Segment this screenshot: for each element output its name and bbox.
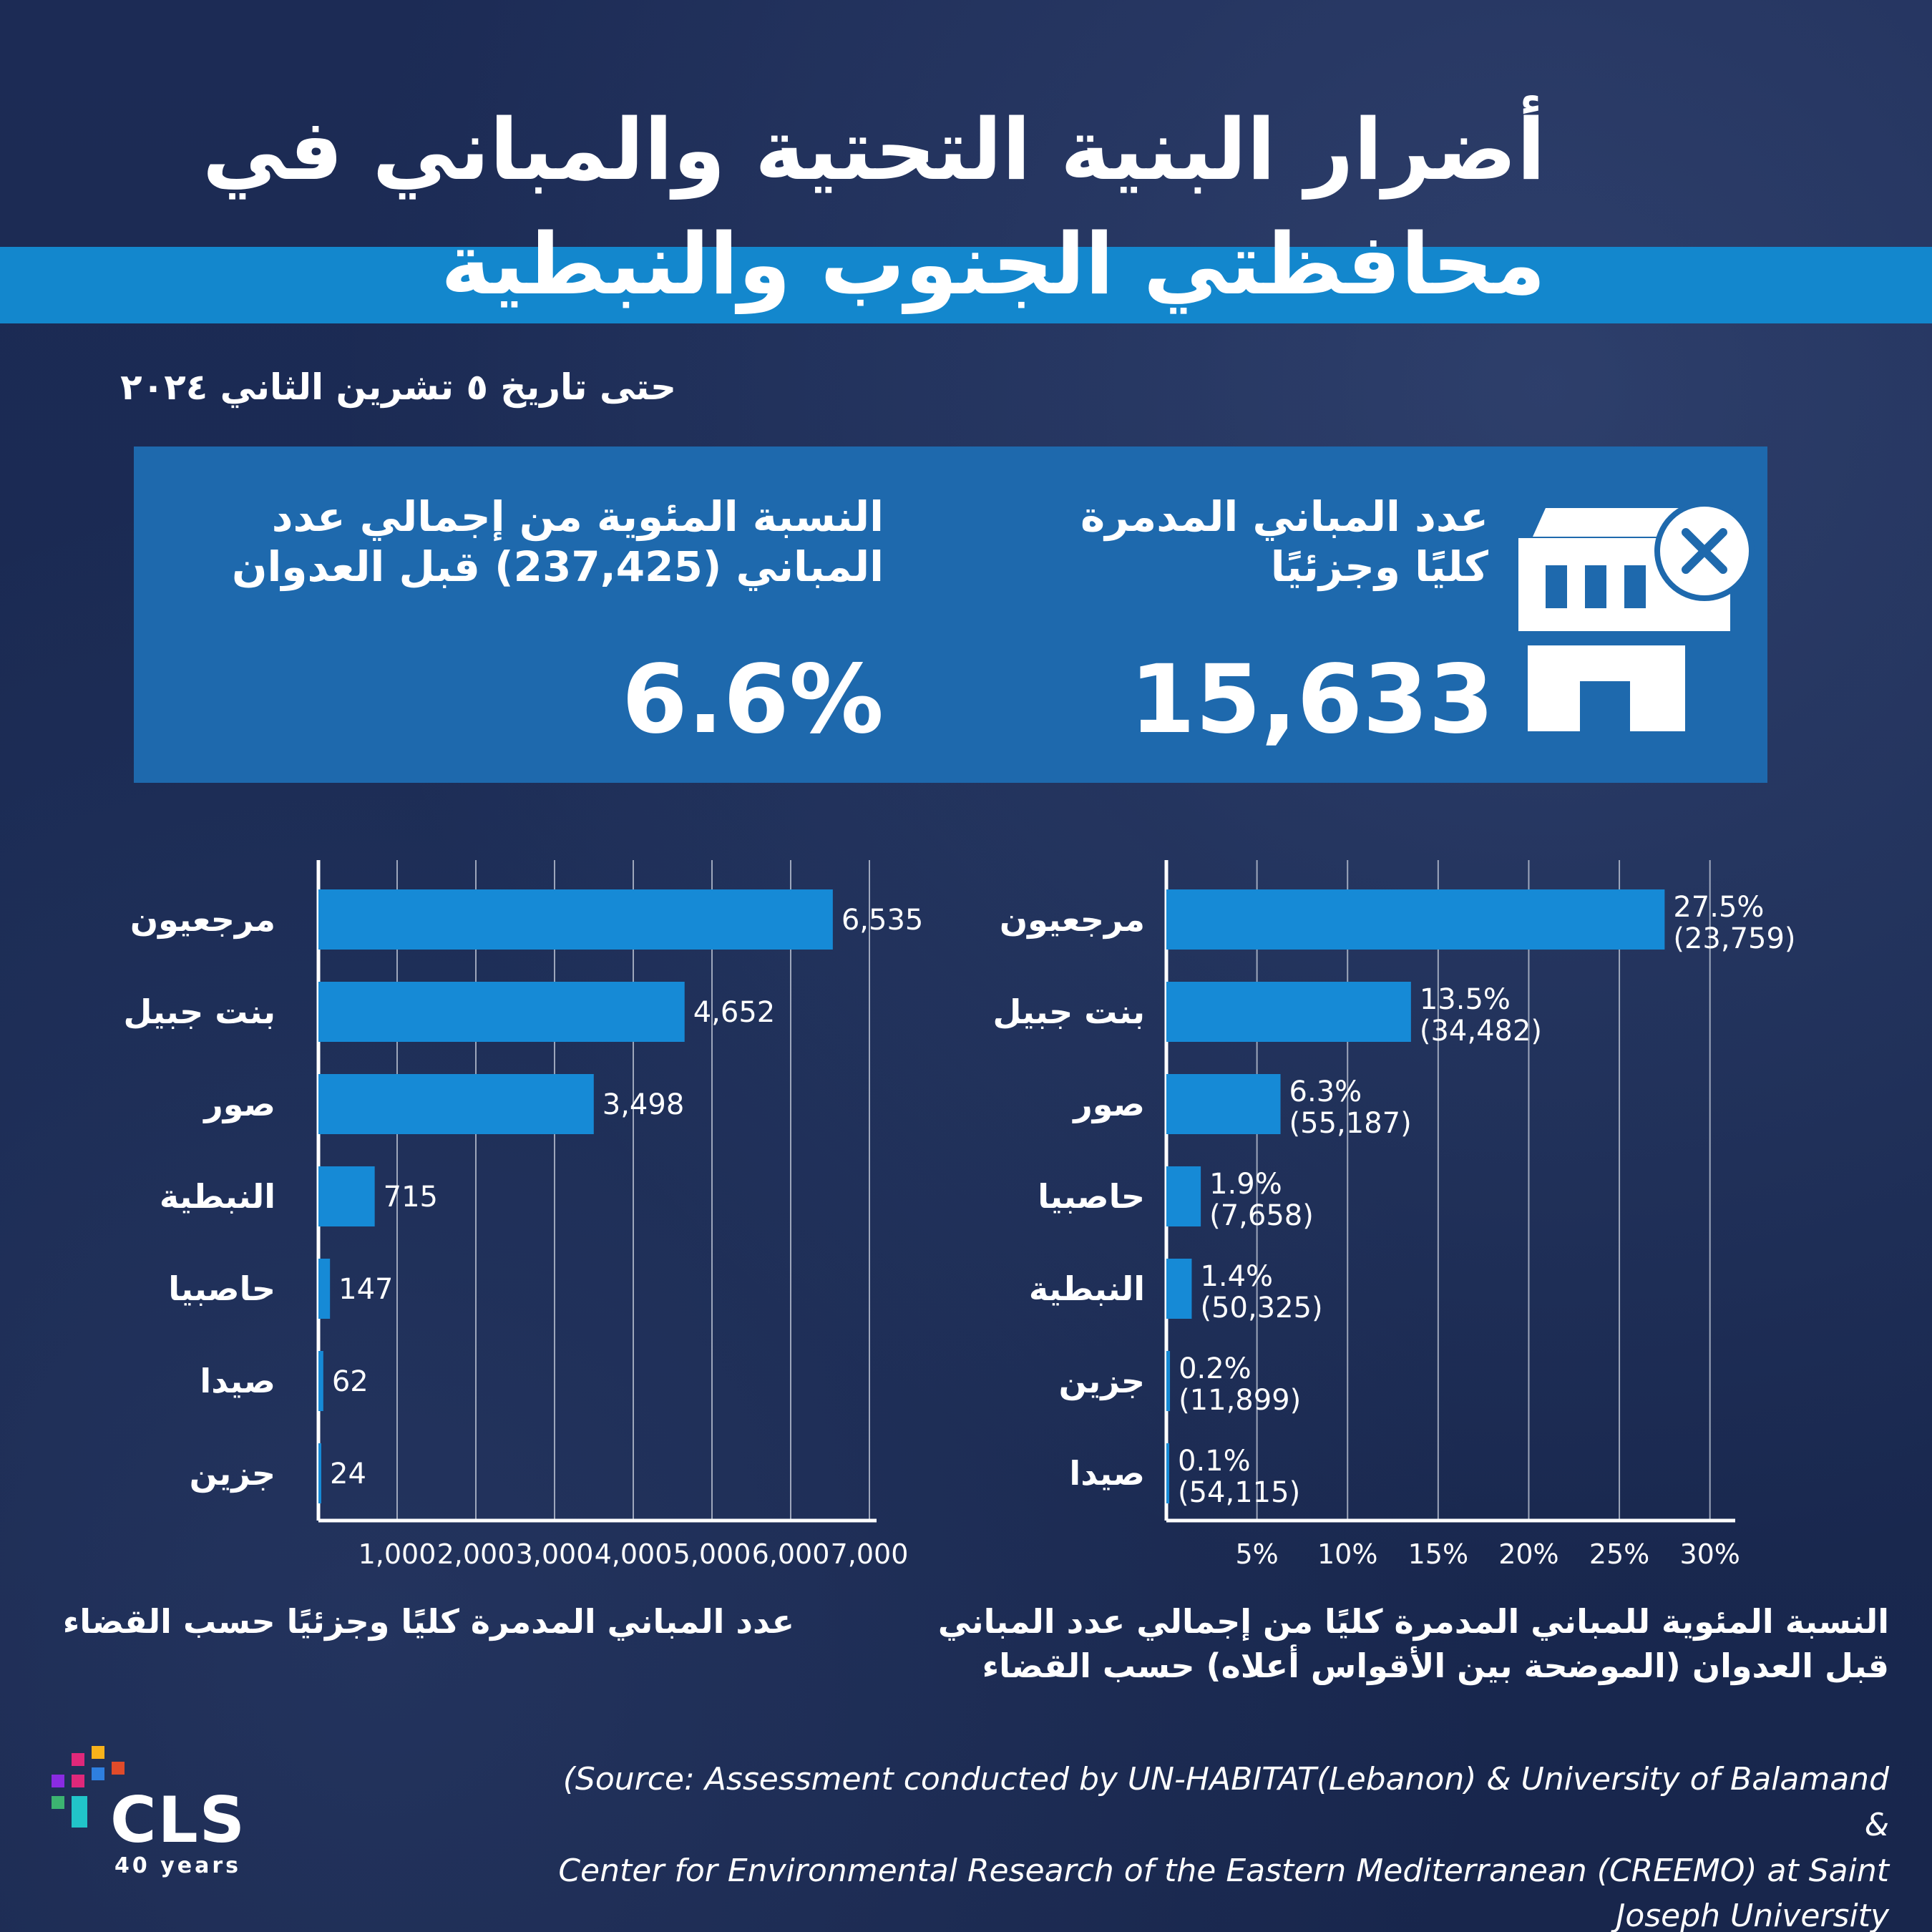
data-label: 3,498: [602, 1088, 685, 1121]
x-tick-label: 7,000: [831, 1538, 909, 1570]
source-line1: (Source: Assessment conducted by UN-HABI…: [562, 1761, 1889, 1843]
category-label: صور: [203, 1085, 275, 1123]
page-title-line2: محافظتي الجنوب والنبطية: [441, 215, 1546, 313]
category-label: حاصبيا: [168, 1269, 275, 1308]
source-line2: Center for Environmental Research of the…: [558, 1852, 1889, 1889]
bar: [318, 1443, 321, 1503]
chart-destroyed-counts: 1,000 2,000 3,000 4,000 5,000 6,000 7,000 مرجعي…: [123, 860, 924, 1570]
bar: [318, 889, 833, 950]
data-label: 6,535: [841, 904, 924, 937]
data-label: 62: [332, 1365, 369, 1398]
bar: [1166, 889, 1665, 950]
total-label: (50,325): [1200, 1292, 1322, 1324]
x-tick-label: 1,000: [358, 1538, 436, 1570]
data-label: 6.3%: [1289, 1075, 1362, 1108]
title-highlight-band: [0, 247, 1932, 323]
cls-logo-mark: [52, 1746, 125, 1828]
kpi-destroyed-label-line2: كليًا وجزئيًا: [1270, 542, 1488, 591]
kpi-percentage-label-line1: النسبة المئوية من إجمالي عدد: [271, 492, 884, 541]
page-title-line1: أضرار البنية التحتية والمباني في: [202, 100, 1546, 199]
data-label: 13.5%: [1420, 983, 1511, 1016]
bar: [1166, 1351, 1171, 1411]
total-label: (54,115): [1178, 1476, 1300, 1509]
kpi-destroyed-value: 15,633: [1129, 645, 1494, 755]
category-label: بنت جبيل: [992, 992, 1145, 1031]
data-label: 0.2%: [1179, 1352, 1252, 1385]
cls-logo-subtitle: 40 years: [114, 1853, 241, 1878]
bar: [318, 1166, 375, 1226]
x-tick-label: 10%: [1317, 1538, 1377, 1570]
total-label: (23,759): [1673, 922, 1795, 955]
source-line3: Joseph University: [1616, 1898, 1889, 1932]
building-destroyed-icon: [1518, 501, 1755, 731]
x-tick-label: 5,000: [673, 1538, 751, 1570]
cls-logo: CLS 40 years: [50, 1746, 286, 1882]
category-label: النبطية: [160, 1177, 275, 1216]
x-tick-label: 4,000: [595, 1538, 673, 1570]
source-note: (Source: Assessment conducted by UN-HABI…: [544, 1757, 1889, 1932]
data-label: 0.1%: [1178, 1445, 1251, 1478]
x-tick-label: 25%: [1589, 1538, 1649, 1570]
total-label: (55,187): [1289, 1107, 1412, 1140]
bar: [318, 1259, 331, 1319]
kpi-percentage-label-line2: المباني (237,425) قبل العدوان: [232, 542, 884, 591]
total-label: (11,899): [1179, 1384, 1301, 1417]
category-label: صور: [1072, 1085, 1145, 1123]
bar: [1166, 1259, 1192, 1319]
x-tick-label: 5%: [1235, 1538, 1278, 1570]
chart-destroyed-percentage: 5% 10% 15% 20% 25% 30% مرجعيون 27.5%(23,759) بنت…: [992, 860, 1796, 1570]
kpi-percentage-value: 6.6%: [621, 645, 884, 755]
chart-percent-caption-line1: النسبة المئوية للمباني المدمرة كليًا من …: [937, 1602, 1889, 1641]
total-label: (34,482): [1420, 1015, 1542, 1048]
data-label: 1.4%: [1200, 1260, 1273, 1293]
bar: [318, 982, 685, 1042]
x-tick-label: 15%: [1408, 1538, 1468, 1570]
x-tick-label: 30%: [1679, 1538, 1740, 1570]
chart-percent-caption-line2: قبل العدوان (الموضحة بين الأقواس أعلاه) …: [982, 1646, 1889, 1686]
data-label: 24: [330, 1458, 366, 1491]
x-tick-label: 6,000: [752, 1538, 830, 1570]
chart-percent-caption: النسبة المئوية للمباني المدمرة كليًا من …: [938, 1599, 1889, 1688]
data-label: 715: [384, 1181, 438, 1214]
total-label: (7,658): [1209, 1199, 1314, 1232]
bar: [1166, 1443, 1169, 1503]
kpi-panel: [134, 447, 1767, 783]
data-label: 27.5%: [1673, 891, 1764, 924]
category-label: صيدا: [1069, 1454, 1145, 1493]
date-subtitle: حتى تاريخ ٥ تشرين الثاني ٢٠٢٤: [120, 366, 676, 408]
cls-logo-text: CLS: [110, 1783, 247, 1857]
category-label: النبطية: [1029, 1269, 1145, 1308]
category-label: حاصبيا: [1038, 1177, 1145, 1216]
category-label: جزين: [1059, 1362, 1145, 1400]
category-label: جزين: [190, 1454, 275, 1493]
bar: [318, 1351, 323, 1411]
bar: [1166, 982, 1411, 1042]
kpi-percentage-label: النسبة المئوية من إجمالي عدد المباني (23…: [232, 492, 884, 592]
data-label: 4,652: [693, 996, 776, 1029]
data-label: 1.9%: [1209, 1168, 1282, 1201]
category-label: مرجعيون: [1000, 900, 1145, 939]
chart-counts-caption: عدد المباني المدمرة كليًا وجزئيًا حسب ال…: [62, 1602, 794, 1641]
category-label: مرجعيون: [130, 900, 275, 939]
bar: [1166, 1074, 1281, 1134]
bar: [1166, 1166, 1201, 1226]
x-tick-label: 3,000: [516, 1538, 594, 1570]
data-label: 147: [338, 1273, 393, 1306]
category-label: صيدا: [200, 1362, 275, 1400]
kpi-destroyed-label-line1: عدد المباني المدمرة: [1080, 492, 1488, 541]
x-tick-label: 20%: [1498, 1538, 1558, 1570]
kpi-destroyed-label: عدد المباني المدمرة كليًا وجزئيًا: [1080, 492, 1488, 592]
bar: [318, 1074, 594, 1134]
category-label: بنت جبيل: [123, 992, 275, 1031]
x-tick-label: 2,000: [437, 1538, 515, 1570]
